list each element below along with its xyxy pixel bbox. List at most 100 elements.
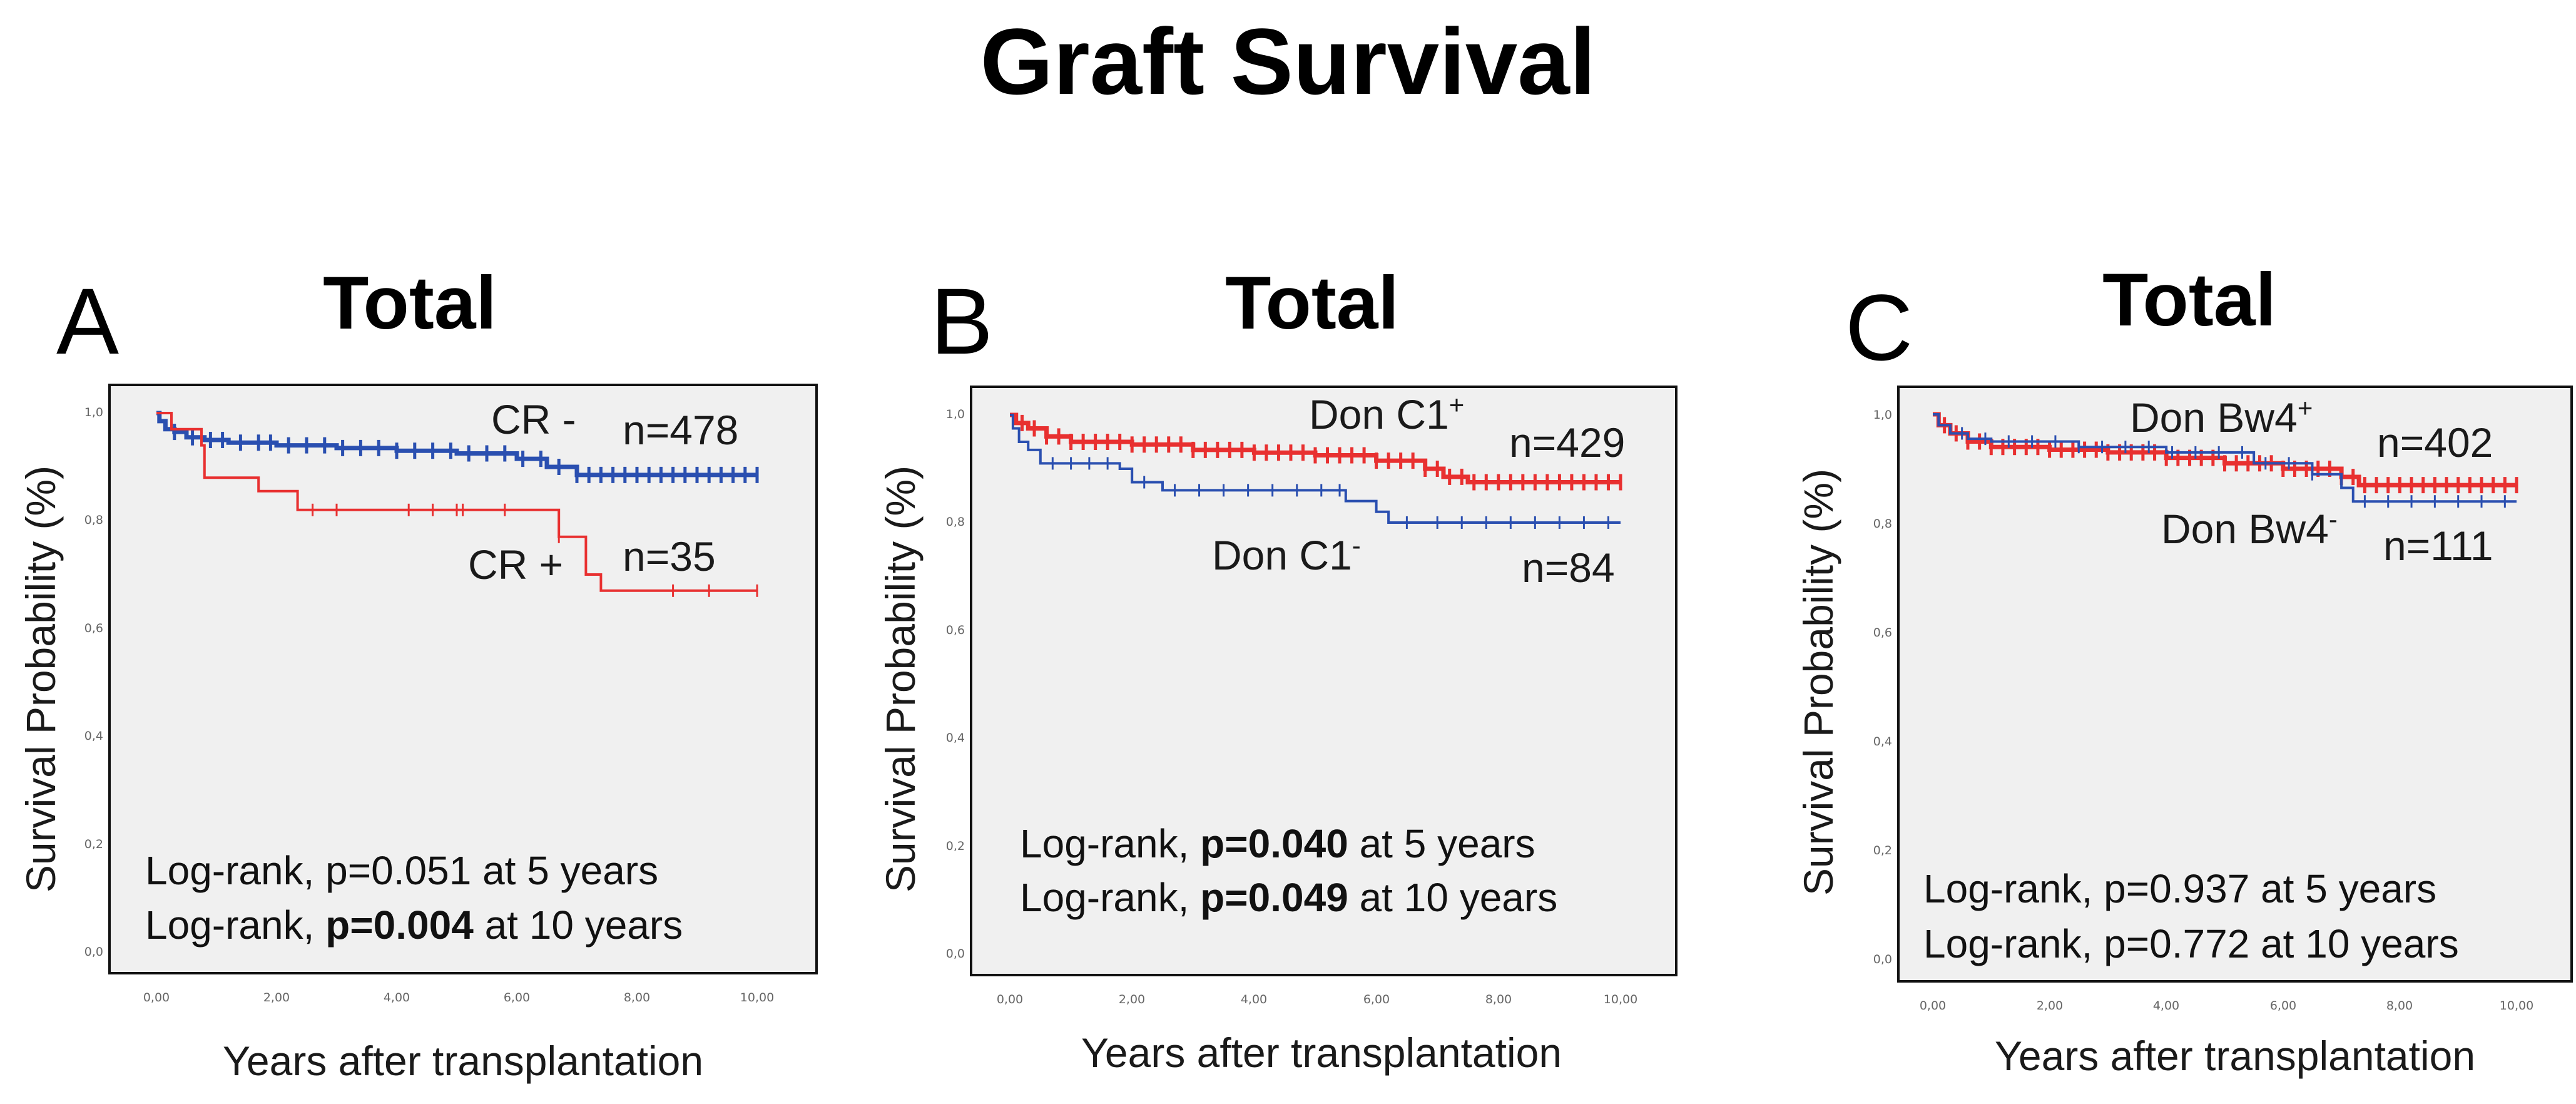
series-name-label: Don C1+ — [1309, 390, 1464, 437]
y-tick-label: 0,2 — [946, 839, 965, 853]
series-name-sup: - — [1352, 531, 1361, 560]
y-tick-label: 0,0 — [1873, 953, 1892, 966]
panel-a: A Total 1,0 0,8 0,6 0,4 0,2 0,0 0,00 2,0… — [0, 0, 858, 1104]
x-tick-label: 8,00 — [2386, 999, 2413, 1013]
series-name-text: Don C1 — [1212, 532, 1352, 578]
x-tick-labels: 0,00 2,00 4,00 6,00 8,00 10,00 — [143, 991, 774, 1004]
panel-title: Total — [1225, 261, 1399, 345]
series-n-label: n=84 — [1522, 544, 1615, 591]
panel-title: Total — [323, 261, 497, 345]
stat-line-10y: Log-rank, p=0.049 at 10 years — [1020, 875, 1557, 920]
series-name-label: Don C1- — [1212, 531, 1361, 578]
stat-line-10y: Log-rank, p=0.004 at 10 years — [145, 902, 683, 948]
panel-b: B Total 1,0 0,8 0,6 0,4 0,2 0,0 0,00 2,0… — [858, 0, 1717, 1104]
series-don-c1 — [1010, 414, 1621, 529]
survival-curve-line — [1010, 412, 1621, 484]
x-tick-label: 2,00 — [2037, 999, 2063, 1013]
series-name-sup: + — [1449, 390, 1465, 419]
stat-suffix: at 10 years — [2249, 921, 2458, 966]
x-tick-label: 0,00 — [997, 993, 1023, 1006]
stat-prefix: Log-rank, — [1923, 866, 2104, 911]
x-tick-labels: 0,00 2,00 4,00 6,00 8,00 10,00 — [1920, 999, 2533, 1013]
panel-letter: B — [930, 268, 993, 374]
y-tick-label: 0,8 — [1873, 517, 1892, 531]
series-cr — [156, 412, 758, 597]
y-tick-label: 0,2 — [1873, 844, 1892, 857]
survival-curves — [1933, 412, 2518, 508]
series-n-label: n=111 — [2383, 523, 2493, 569]
survival-curves — [1010, 412, 1622, 529]
series-n-label: n=402 — [2377, 419, 2493, 466]
stat-prefix: Log-rank, — [1020, 875, 1200, 920]
x-tick-labels: 0,00 2,00 4,00 6,00 8,00 10,00 — [997, 993, 1637, 1006]
stat-pvalue: p=0.004 — [325, 902, 474, 948]
y-tick-label: 0,4 — [946, 731, 965, 745]
survival-curve-line — [156, 412, 757, 592]
panel-letter: A — [56, 268, 119, 374]
stat-suffix: at 5 years — [471, 848, 658, 893]
stat-line-5y: Log-rank, p=0.937 at 5 years — [1923, 866, 2436, 911]
x-tick-label: 4,00 — [384, 991, 410, 1004]
panel-title: Total — [2102, 258, 2276, 342]
stat-pvalue: p=0.772 — [2104, 921, 2249, 966]
series-name-text: Don Bw4 — [2130, 394, 2298, 441]
y-tick-label: 0,0 — [84, 945, 103, 959]
series-n-label: n=35 — [623, 533, 716, 580]
stat-pvalue: p=0.937 — [2104, 866, 2249, 911]
stat-line-5y: Log-rank, p=0.040 at 5 years — [1020, 821, 1535, 866]
stat-suffix: at 10 years — [1348, 875, 1557, 920]
x-tick-label: 10,00 — [2500, 999, 2533, 1013]
stat-pvalue: p=0.040 — [1200, 821, 1348, 866]
series-name-sup: + — [2298, 393, 2313, 422]
x-tick-label: 8,00 — [1485, 993, 1512, 1006]
panel-c-chart: C Total 1,0 0,8 0,6 0,4 0,2 0,0 0,00 2,0… — [1795, 258, 2573, 1079]
y-tick-label: 0,2 — [84, 837, 103, 851]
y-tick-label: 0,6 — [1873, 626, 1892, 640]
stat-suffix: at 5 years — [2249, 866, 2436, 911]
survival-curves — [156, 411, 759, 597]
x-tick-label: 6,00 — [1363, 993, 1390, 1006]
panel-c: C Total 1,0 0,8 0,6 0,4 0,2 0,0 0,00 2,0… — [1717, 0, 2575, 1104]
y-axis-label: Survival Probability (%) — [18, 466, 64, 892]
survival-curve-line — [156, 411, 757, 478]
series-name-sup: - — [2329, 504, 2338, 534]
series-n-label: n=478 — [623, 407, 738, 453]
x-tick-label: 10,00 — [740, 991, 774, 1004]
y-tick-label: 0,6 — [84, 621, 103, 635]
x-axis-label: Years after transplantation — [1995, 1033, 2475, 1079]
stat-line-5y: Log-rank, p=0.051 at 5 years — [145, 848, 658, 893]
series-name-text: Don Bw4 — [2161, 506, 2329, 552]
stat-pvalue: p=0.051 — [325, 848, 471, 893]
series-name-label: Don Bw4+ — [2130, 393, 2313, 441]
series-name-label: CR - — [491, 396, 576, 442]
series-n-label: n=429 — [1509, 419, 1625, 466]
x-tick-label: 2,00 — [263, 991, 290, 1004]
y-axis-label: Survival Probability (%) — [1795, 469, 1841, 896]
y-tick-label: 0,8 — [946, 515, 965, 529]
x-axis-label: Years after transplantation — [1081, 1030, 1562, 1076]
panel-b-chart: B Total 1,0 0,8 0,6 0,4 0,2 0,0 0,00 2,0… — [877, 261, 1677, 1076]
x-tick-label: 4,00 — [2153, 999, 2179, 1013]
y-tick-label: 1,0 — [84, 406, 103, 419]
x-axis-label: Years after transplantation — [223, 1038, 703, 1084]
x-tick-label: 10,00 — [1604, 993, 1637, 1006]
x-tick-label: 6,00 — [504, 991, 530, 1004]
series-name-label: Don Bw4- — [2161, 504, 2338, 552]
y-tick-label: 0,0 — [946, 947, 965, 961]
survival-curve-line — [1010, 414, 1621, 524]
y-tick-label: 0,8 — [84, 513, 103, 527]
y-tick-label: 1,0 — [1873, 408, 1892, 422]
stat-prefix: Log-rank, — [1020, 821, 1200, 866]
panel-letter: C — [1845, 275, 1913, 380]
stat-suffix: at 5 years — [1348, 821, 1535, 866]
stat-prefix: Log-rank, — [145, 848, 325, 893]
series-don-c1 — [1010, 412, 1622, 491]
x-tick-label: 8,00 — [624, 991, 650, 1004]
series-don-bw4 — [1933, 413, 2517, 508]
y-tick-label: 0,4 — [84, 729, 103, 743]
y-tick-label: 1,0 — [946, 407, 965, 421]
stat-prefix: Log-rank, — [145, 902, 325, 948]
stat-prefix: Log-rank, — [1923, 921, 2104, 966]
y-tick-label: 0,6 — [946, 623, 965, 637]
series-name-label: CR + — [468, 541, 563, 588]
